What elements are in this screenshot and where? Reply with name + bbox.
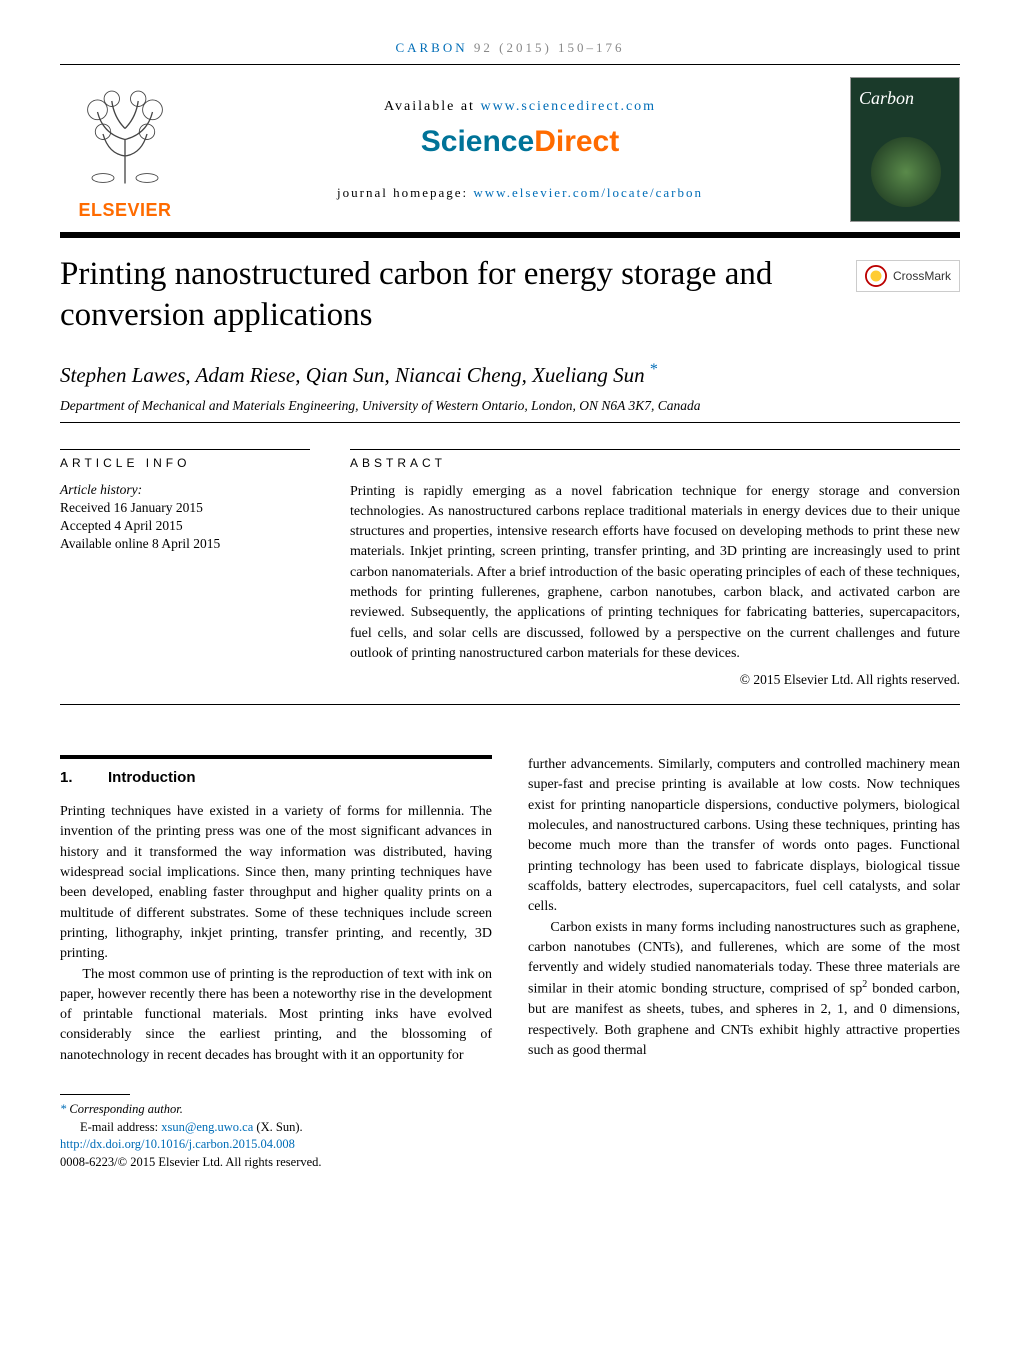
accepted-line: Accepted 4 April 2015 (60, 518, 310, 534)
email-line: E-mail address: xsun@eng.uwo.ca (X. Sun)… (60, 1119, 960, 1137)
doi-link[interactable]: http://dx.doi.org/10.1016/j.carbon.2015.… (60, 1137, 295, 1151)
article-info-column: ARTICLE INFO Article history: Received 1… (60, 449, 310, 689)
right-column: further advancements. Similarly, compute… (528, 755, 960, 1066)
abstract-copyright: © 2015 Elsevier Ltd. All rights reserved… (350, 672, 960, 688)
vol-year: 92 (2015) (474, 40, 552, 55)
received-line: Received 16 January 2015 (60, 500, 310, 516)
info-abstract-row: ARTICLE INFO Article history: Received 1… (60, 449, 960, 689)
thin-rule-2 (60, 704, 960, 705)
masthead: ELSEVIER Available at www.sciencedirect.… (60, 77, 960, 222)
center-head: Available at www.sciencedirect.com Scien… (210, 99, 830, 201)
elsevier-tree-icon (70, 79, 180, 189)
online-line: Available online 8 April 2015 (60, 536, 310, 552)
journal-homepage-line: journal homepage: www.elsevier.com/locat… (210, 185, 830, 201)
cover-title: Carbon (859, 88, 914, 109)
journal-home-link[interactable]: www.elsevier.com/locate/carbon (473, 185, 703, 200)
p2: The most common use of printing is the r… (60, 965, 492, 1066)
email-link[interactable]: xsun@eng.uwo.ca (161, 1120, 253, 1134)
section-number: 1. (60, 769, 108, 786)
thin-rule-1 (60, 422, 960, 423)
p4: Carbon exists in many forms including na… (528, 918, 960, 1062)
email-who: (X. Sun). (253, 1120, 302, 1134)
section-heading-rule (60, 755, 492, 759)
sciencedirect-link[interactable]: www.sciencedirect.com (480, 99, 656, 114)
left-column: 1.Introduction Printing techniques have … (60, 755, 492, 1066)
footnote-rule (60, 1094, 130, 1095)
body-columns: 1.Introduction Printing techniques have … (60, 755, 960, 1066)
available-line: Available at www.sciencedirect.com (210, 99, 830, 115)
sciencedirect-logo[interactable]: ScienceDirect (210, 125, 830, 159)
cover-art (871, 137, 941, 207)
article-title: Printing nanostructured carbon for energ… (60, 254, 836, 337)
footnote-block: * Corresponding author. E-mail address: … (60, 1101, 960, 1171)
abstract-column: ABSTRACT Printing is rapidly emerging as… (350, 449, 960, 689)
history-label: Article history: (60, 482, 310, 498)
p3: further advancements. Similarly, compute… (528, 755, 960, 917)
sd-part-a: Science (421, 125, 534, 158)
authors: Stephen Lawes, Adam Riese, Qian Sun, Nia… (60, 363, 645, 387)
available-prefix: Available at (384, 99, 481, 114)
heavy-rule (60, 232, 960, 238)
abstract-heading: ABSTRACT (350, 449, 960, 470)
journal-home-prefix: journal homepage: (337, 185, 473, 200)
authors-line: Stephen Lawes, Adam Riese, Qian Sun, Nia… (60, 361, 960, 388)
journal-name: CARBON (395, 40, 467, 55)
elsevier-wordmark: ELSEVIER (60, 200, 190, 221)
top-rule (60, 64, 960, 65)
corr-author-line: * Corresponding author. (60, 1101, 960, 1119)
corresponding-asterisk[interactable]: * (650, 361, 658, 378)
abstract-text: Printing is rapidly emerging as a novel … (350, 482, 960, 665)
section-title: Introduction (108, 769, 195, 786)
section-1-heading: 1.Introduction (60, 769, 492, 786)
running-head: CARBON 92 (2015) 150–176 (60, 40, 960, 56)
crossmark-badge[interactable]: CrossMark (856, 260, 960, 292)
p1: Printing techniques have existed in a va… (60, 802, 492, 964)
elsevier-logo-block[interactable]: ELSEVIER (60, 79, 190, 221)
crossmark-icon (865, 265, 887, 287)
title-row: Printing nanostructured carbon for energ… (60, 254, 960, 337)
sd-part-b: Direct (534, 125, 619, 158)
affiliation: Department of Mechanical and Materials E… (60, 398, 960, 414)
pages: 150–176 (558, 40, 625, 55)
email-label: E-mail address: (80, 1120, 161, 1134)
issn-line: 0008-6223/© 2015 Elsevier Ltd. All right… (60, 1154, 960, 1172)
corr-text: Corresponding author. (69, 1102, 182, 1116)
journal-cover-thumbnail[interactable]: Carbon (850, 77, 960, 222)
crossmark-label: CrossMark (893, 269, 951, 283)
info-heading: ARTICLE INFO (60, 449, 310, 470)
